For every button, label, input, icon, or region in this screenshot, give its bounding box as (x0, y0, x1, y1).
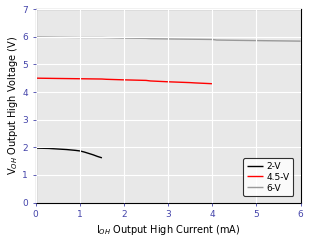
6-V (144, 37, 148, 40)
6-V (100, 36, 104, 39)
4.5-V (104, 78, 108, 81)
2-V (87, 152, 91, 155)
6-V (215, 39, 218, 42)
6-V (56, 36, 60, 39)
Y-axis label: V$_{OH}$ Output High Voltage (V): V$_{OH}$ Output High Voltage (V) (6, 36, 19, 175)
4.5-V (188, 81, 192, 84)
4.5-V (144, 79, 148, 82)
2-V (100, 156, 104, 159)
2-V (34, 147, 38, 150)
Line: 6-V: 6-V (36, 37, 301, 41)
4.5-V (193, 81, 197, 84)
4.5-V (122, 78, 126, 81)
2-V (65, 148, 69, 151)
4.5-V (78, 77, 82, 80)
6-V (299, 40, 303, 43)
2-V (74, 149, 77, 152)
6-V (210, 38, 214, 41)
Legend: 2-V, 4.5-V, 6-V: 2-V, 4.5-V, 6-V (243, 158, 294, 196)
6-V (166, 37, 170, 40)
6-V (188, 38, 192, 41)
2-V (91, 153, 95, 156)
6-V (232, 39, 236, 42)
4.5-V (210, 82, 214, 85)
6-V (149, 37, 152, 40)
4.5-V (100, 78, 104, 80)
4.5-V (36, 77, 40, 80)
Line: 2-V: 2-V (36, 148, 102, 158)
2-V (56, 148, 60, 150)
2-V (36, 147, 40, 150)
4.5-V (56, 77, 60, 80)
2-V (96, 155, 99, 158)
2-V (47, 147, 51, 150)
Line: 4.5-V: 4.5-V (36, 78, 212, 84)
2-V (83, 151, 86, 154)
X-axis label: I$_{OH}$ Output High Current (mA): I$_{OH}$ Output High Current (mA) (96, 224, 240, 237)
4.5-V (149, 79, 152, 82)
6-V (277, 39, 280, 42)
6-V (255, 39, 258, 42)
4.5-V (166, 80, 170, 83)
2-V (78, 149, 82, 152)
6-V (78, 36, 82, 39)
6-V (122, 37, 126, 40)
6-V (34, 35, 38, 38)
4.5-V (34, 77, 38, 80)
6-V (36, 35, 40, 38)
